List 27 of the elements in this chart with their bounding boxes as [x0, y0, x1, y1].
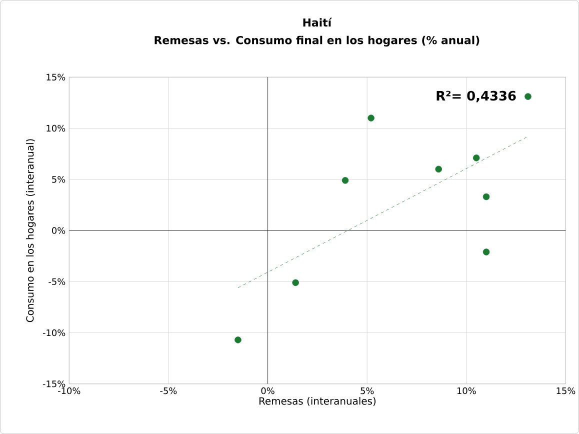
x-tick-label: 10% [457, 387, 476, 394]
y-tick-label: 15% [46, 74, 66, 81]
annotation: R²= 0,4336 [436, 90, 516, 102]
x-tick-label: 15% [556, 387, 576, 394]
x-tick-label: 0% [261, 387, 274, 394]
point [234, 336, 242, 344]
point [482, 248, 490, 256]
point [472, 154, 480, 162]
point [292, 279, 299, 286]
x-axis-title: Remesas (interanuales) [259, 396, 376, 406]
point [368, 114, 374, 122]
x-tick-label: -5% [160, 387, 177, 394]
y-tick-label: 5% [52, 176, 66, 183]
point [524, 93, 532, 100]
y-tick-label: -15% [42, 380, 66, 388]
point [342, 177, 349, 184]
y-axis-title: Consumo en los hogares (interanual) [26, 139, 36, 322]
chart-title: Haití [303, 18, 332, 27]
x-tick-label: 5% [360, 387, 374, 394]
point [435, 166, 442, 173]
y-tick-label: 10% [46, 124, 66, 132]
x-tick-label: -10% [58, 387, 80, 394]
chart-subtitle: Remesas vs. Consumo final en los hogares (% anual) [154, 36, 480, 46]
y-tick-label: -10% [42, 329, 66, 336]
y-tick-label: 0% [52, 227, 66, 234]
y-tick-label: -5% [48, 278, 66, 285]
point [482, 193, 490, 200]
